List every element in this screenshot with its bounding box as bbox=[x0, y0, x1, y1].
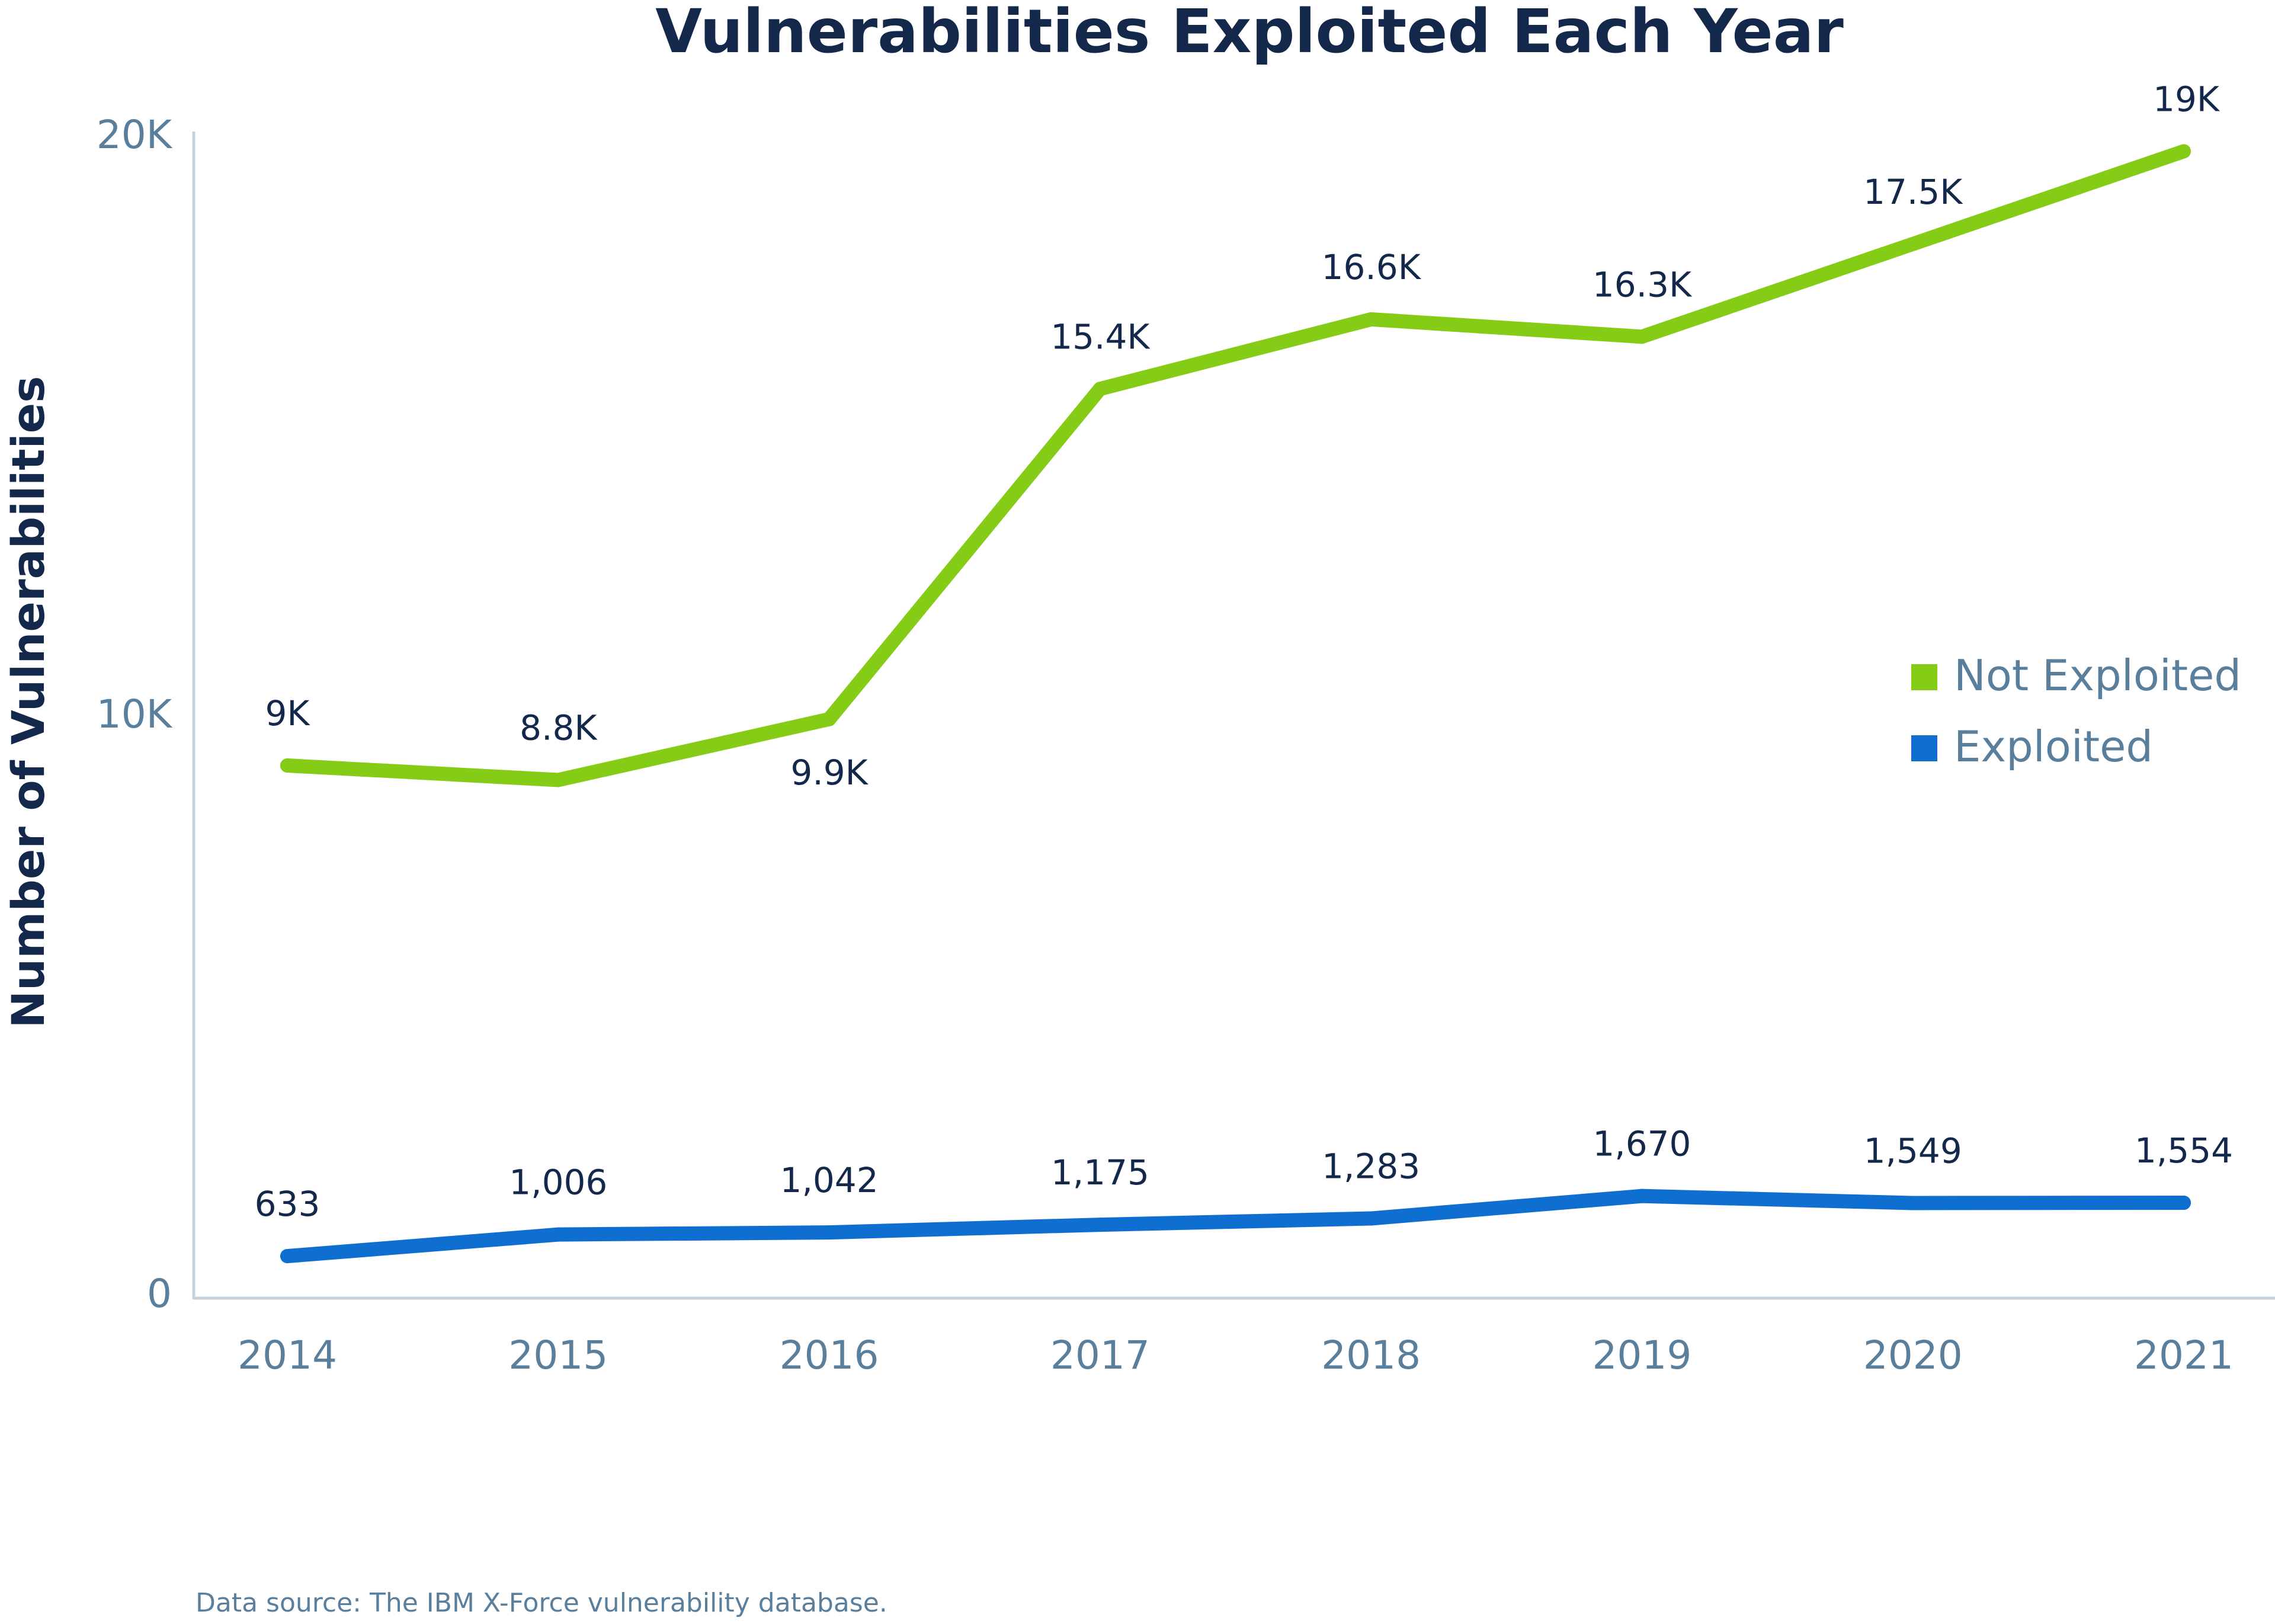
data-label: 1,554 bbox=[2135, 1130, 2233, 1171]
data-point bbox=[2177, 144, 2191, 159]
legend-entry: Not Exploited bbox=[1954, 651, 2241, 700]
data-label: 1,006 bbox=[509, 1162, 607, 1203]
data-point bbox=[822, 1225, 837, 1240]
y-tick-label: 20K bbox=[97, 112, 173, 158]
data-label: 1,283 bbox=[1322, 1146, 1420, 1187]
legend-entry: Exploited bbox=[1954, 722, 2153, 771]
data-point bbox=[1092, 1218, 1107, 1232]
x-tick-label: 2021 bbox=[2134, 1332, 2234, 1378]
data-point bbox=[551, 1227, 566, 1242]
y-tick-label: 0 bbox=[147, 1271, 172, 1317]
data-label: 16.6K bbox=[1322, 247, 1422, 287]
data-label: 1,670 bbox=[1592, 1124, 1691, 1164]
data-source-note: Data source: The IBM X-Force vulnerabili… bbox=[196, 1588, 887, 1618]
data-label: 17.5K bbox=[1863, 172, 1963, 212]
x-ticks: 2014 2015 2016 2017 2018 2019 2020 2021 bbox=[238, 1332, 2234, 1378]
x-tick-label: 2015 bbox=[508, 1332, 608, 1378]
data-point bbox=[1905, 1196, 1920, 1210]
series-line bbox=[280, 144, 2191, 787]
data-label: 1,549 bbox=[1864, 1131, 1962, 1171]
x-tick-label: 2019 bbox=[1592, 1332, 1691, 1378]
y-tick-label: 10K bbox=[97, 691, 173, 737]
data-point bbox=[822, 712, 837, 726]
data-label: 19K bbox=[2153, 79, 2220, 119]
data-label: 15.4K bbox=[1050, 316, 1151, 357]
data-label: 1,042 bbox=[780, 1160, 879, 1200]
data-point bbox=[2177, 1196, 2191, 1210]
data-label: 16.3K bbox=[1592, 264, 1693, 305]
data-point bbox=[1635, 1189, 1649, 1203]
x-tick-label: 2020 bbox=[1863, 1332, 1963, 1378]
x-tick-label: 2017 bbox=[1050, 1332, 1150, 1378]
x-tick-label: 2018 bbox=[1321, 1332, 1421, 1378]
data-point bbox=[1092, 382, 1107, 396]
y-ticks: 0 10K 20K bbox=[97, 112, 173, 1317]
x-tick-label: 2014 bbox=[238, 1332, 337, 1378]
data-point bbox=[1364, 1211, 1379, 1226]
data-point bbox=[551, 773, 566, 787]
series-line bbox=[280, 1189, 2191, 1264]
series-layer: 9K 8.8K 9.9K 15.4K 16.6K 16.3K 17.5K 19K 633 1,00… bbox=[255, 79, 2233, 1264]
data-label: 9K bbox=[265, 693, 311, 733]
data-label: 8.8K bbox=[520, 707, 598, 748]
x-tick-label: 2016 bbox=[780, 1332, 879, 1378]
data-point bbox=[280, 758, 294, 773]
data-label: 1,175 bbox=[1051, 1152, 1149, 1193]
chart-title: Vulnerabilities Exploited Each Year bbox=[655, 0, 1844, 67]
y-axis-label: Number of Vulnerabilities bbox=[2, 376, 55, 1029]
data-point bbox=[1635, 329, 1649, 344]
data-label: 9.9K bbox=[790, 752, 869, 793]
legend: Not Exploited Exploited bbox=[1911, 651, 2241, 771]
data-point bbox=[1905, 236, 1920, 251]
data-point bbox=[1364, 312, 1379, 326]
data-label: 633 bbox=[255, 1184, 321, 1224]
data-point bbox=[280, 1249, 294, 1264]
legend-swatch bbox=[1911, 735, 1937, 761]
legend-swatch bbox=[1911, 664, 1937, 690]
